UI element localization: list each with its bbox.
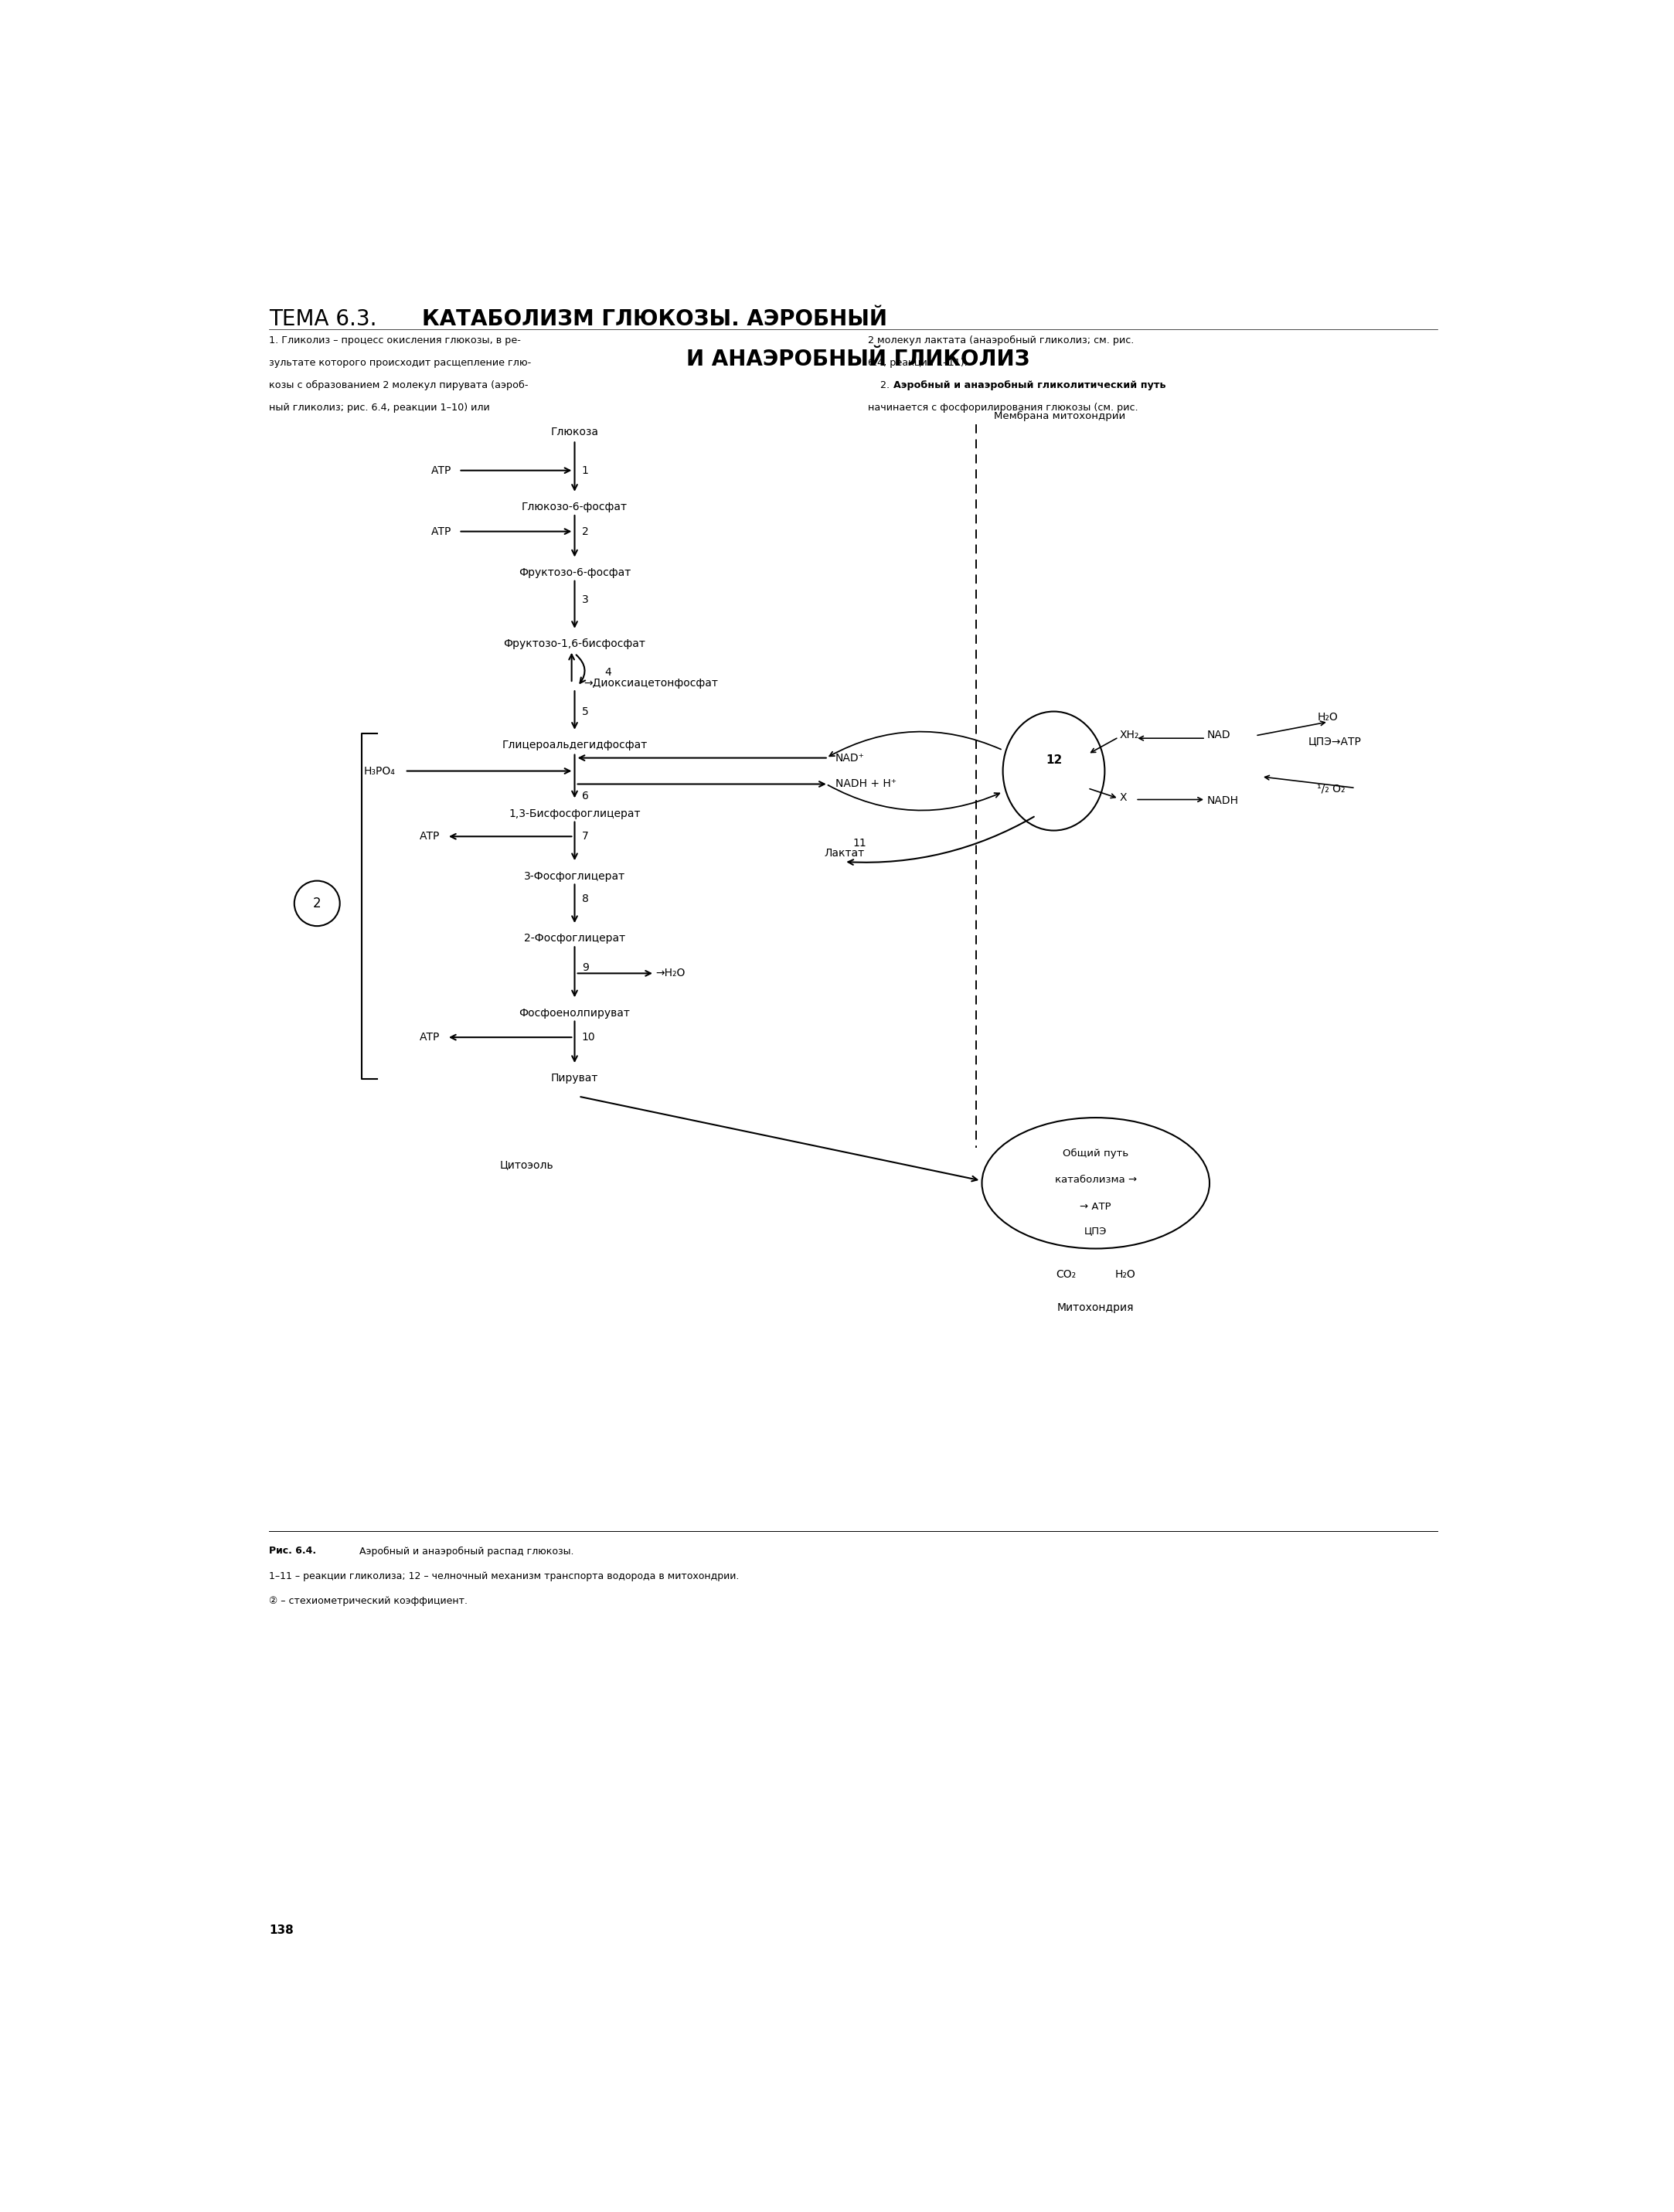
Text: 12: 12: [1046, 754, 1061, 765]
Text: 8: 8: [583, 894, 589, 905]
Text: 2.: 2.: [869, 380, 892, 389]
Text: зультате которого происходит расщепление глю-: зультате которого происходит расщепление…: [270, 358, 531, 367]
Text: АТР: АТР: [432, 465, 452, 476]
Text: АТР: АТР: [432, 526, 452, 538]
Text: 1–11 – реакции гликолиза; 12 – челночный механизм транспорта водорода в митохонд: 1–11 – реакции гликолиза; 12 – челночный…: [270, 1571, 740, 1582]
Text: NAD: NAD: [1207, 730, 1230, 741]
Text: H₂O: H₂O: [1115, 1270, 1137, 1281]
Text: козы с образованием 2 молекул пирувата (аэроб-: козы с образованием 2 молекул пирувата (…: [270, 380, 529, 389]
Text: 1: 1: [583, 465, 589, 476]
Text: 5: 5: [583, 706, 589, 717]
Text: NADH: NADH: [1207, 796, 1239, 805]
Text: Глюкозо-6-фосфат: Глюкозо-6-фосфат: [522, 502, 628, 513]
Text: Аэробный и анаэробный распад глюкозы.: Аэробный и анаэробный распад глюкозы.: [357, 1546, 574, 1557]
Text: 2-Фосфоглицерат: 2-Фосфоглицерат: [524, 933, 626, 945]
Text: Пируват: Пируват: [551, 1073, 598, 1084]
Text: 6: 6: [583, 790, 589, 801]
Text: Глицероальдегидфосфат: Глицероальдегидфосфат: [502, 739, 648, 750]
Text: КАТАБОЛИЗМ ГЛЮКОЗЫ. АЭРОБНЫЙ: КАТАБОЛИЗМ ГЛЮКОЗЫ. АЭРОБНЫЙ: [422, 307, 887, 330]
Text: 6.4, реакции 1–11).: 6.4, реакции 1–11).: [869, 358, 968, 367]
Text: Цитоэоль: Цитоэоль: [501, 1159, 554, 1170]
Text: ¹/₂ O₂: ¹/₂ O₂: [1317, 783, 1346, 794]
Text: Митохондрия: Митохондрия: [1058, 1303, 1135, 1314]
Text: 1,3-Бисфосфоглицерат: 1,3-Бисфосфоглицерат: [509, 807, 641, 818]
Text: 3-Фосфоглицерат: 3-Фосфоглицерат: [524, 872, 626, 883]
Text: катаболизма →: катаболизма →: [1055, 1175, 1137, 1186]
Text: ЦПЭ: ЦПЭ: [1085, 1225, 1107, 1237]
Text: Рис. 6.4.: Рис. 6.4.: [270, 1546, 316, 1557]
Text: ② – стехиометрический коэффициент.: ② – стехиометрический коэффициент.: [270, 1597, 467, 1606]
Text: Глюкоза: Глюкоза: [551, 427, 599, 438]
Text: 2: 2: [583, 526, 589, 538]
Text: 9: 9: [583, 962, 589, 973]
Text: H₂O: H₂O: [1317, 712, 1338, 723]
Text: Фруктозо-6-фосфат: Фруктозо-6-фосфат: [519, 566, 631, 577]
Text: NADH + H⁺: NADH + H⁺: [835, 779, 896, 790]
Text: 11: 11: [854, 838, 867, 849]
Text: ный гликолиз; рис. 6.4, реакции 1–10) или: ный гликолиз; рис. 6.4, реакции 1–10) ил…: [270, 403, 490, 414]
Text: АТР: АТР: [420, 1033, 440, 1042]
Text: NAD⁺: NAD⁺: [835, 752, 864, 763]
Text: XH₂: XH₂: [1120, 730, 1140, 741]
Text: CO₂: CO₂: [1056, 1270, 1076, 1281]
Text: Фруктозо-1,6-бисфосфат: Фруктозо-1,6-бисфосфат: [504, 639, 646, 650]
Text: 138: 138: [270, 1924, 293, 1936]
Text: → АТР: → АТР: [1080, 1201, 1112, 1212]
Text: 4: 4: [604, 668, 611, 677]
Text: И АНАЭРОБНЫЙ ГЛИКОЛИЗ: И АНАЭРОБНЫЙ ГЛИКОЛИЗ: [686, 349, 1030, 369]
Text: АТР: АТР: [420, 832, 440, 843]
Text: Фосфоенолпируват: Фосфоенолпируват: [519, 1006, 629, 1018]
Text: Аэробный и анаэробный гликолитический путь: Аэробный и анаэробный гликолитический пу…: [894, 380, 1165, 389]
Text: →H₂O: →H₂O: [656, 969, 685, 978]
Text: 7: 7: [583, 832, 589, 843]
Text: X: X: [1120, 792, 1127, 803]
Text: Мембрана митохондрии: Мембрана митохондрии: [994, 411, 1125, 420]
Text: ТЕМА 6.3.: ТЕМА 6.3.: [270, 307, 383, 330]
Text: ЦПЭ→АТР: ЦПЭ→АТР: [1309, 737, 1361, 748]
Text: Общий путь: Общий путь: [1063, 1148, 1128, 1159]
Text: 2 молекул лактата (анаэробный гликолиз; см. рис.: 2 молекул лактата (анаэробный гликолиз; …: [869, 334, 1135, 345]
Text: →Диоксиацетонфосфат: →Диоксиацетонфосфат: [584, 677, 718, 688]
Text: 3: 3: [583, 595, 589, 606]
Text: начинается с фосфорилирования глюкозы (см. рис.: начинается с фосфорилирования глюкозы (с…: [869, 403, 1138, 414]
Text: 1. Гликолиз – процесс окисления глюкозы, в ре-: 1. Гликолиз – процесс окисления глюкозы,…: [270, 334, 521, 345]
Text: Н₃РО₄: Н₃РО₄: [363, 765, 395, 776]
Text: Лактат: Лактат: [824, 847, 864, 858]
Text: 10: 10: [583, 1033, 596, 1042]
Text: 2: 2: [313, 896, 321, 911]
